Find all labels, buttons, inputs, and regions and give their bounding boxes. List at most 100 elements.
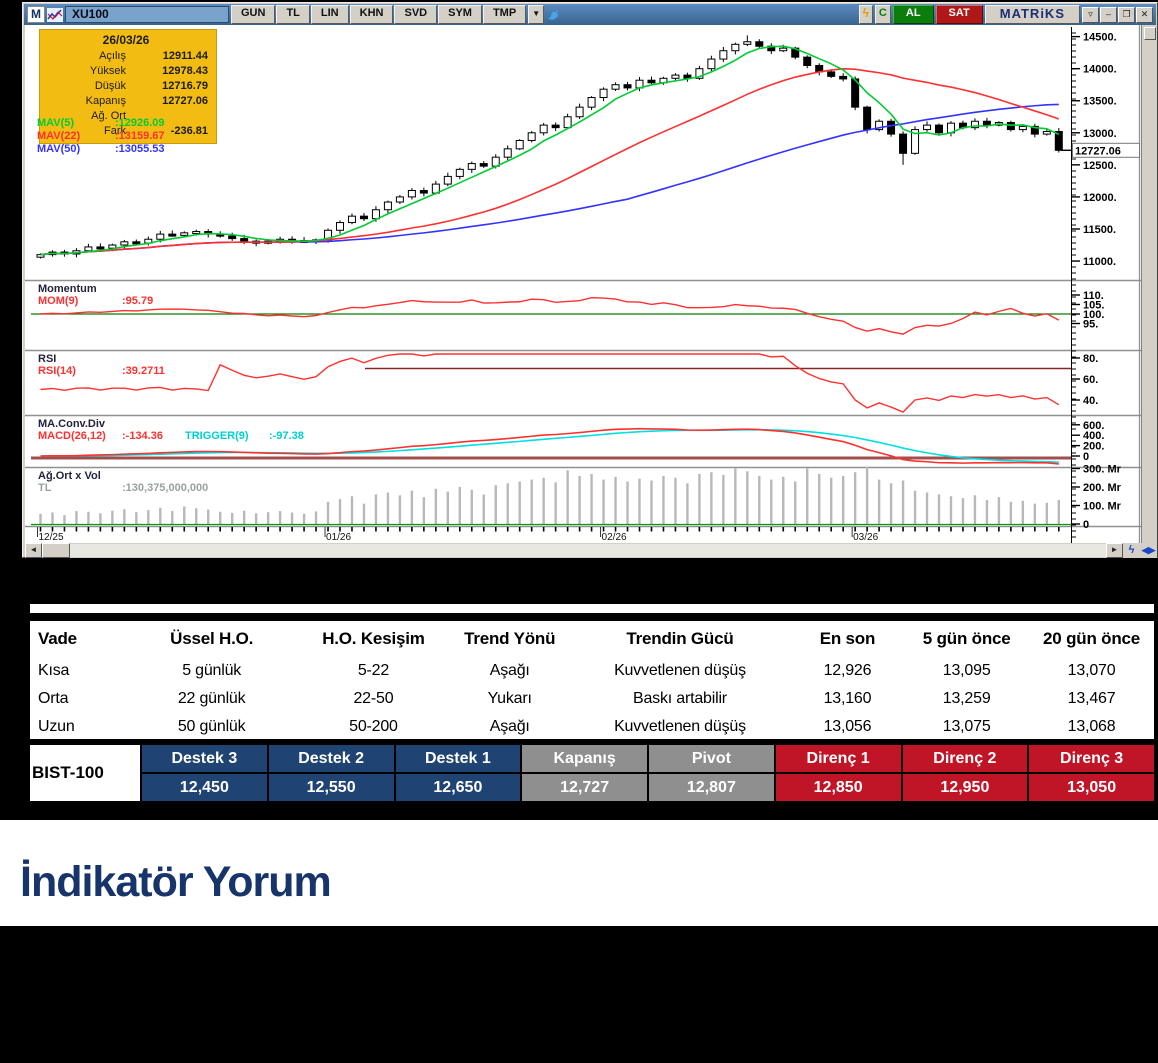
mode-button-khn[interactable]: KHN: [349, 5, 394, 24]
svg-text:100. Mr: 100. Mr: [1083, 501, 1122, 513]
vertical-scrollbar[interactable]: [1141, 25, 1157, 543]
mav-label: MAV(22): [37, 130, 81, 142]
rsi-legend: RSI(14) :39.2711: [38, 365, 165, 377]
table-cell: 13,095: [942, 662, 991, 679]
infobox-row: Yüksek 12978.43: [40, 64, 212, 79]
svg-text:11500.: 11500.: [1083, 224, 1116, 236]
symbol-field[interactable]: XU100: [65, 6, 229, 23]
sell-button[interactable]: SAT: [935, 5, 983, 24]
svg-text:12000.: 12000.: [1083, 192, 1117, 204]
macd-title: MA.Conv.Div: [38, 418, 106, 430]
table-cell: Kısa: [38, 662, 70, 679]
hscroll-track[interactable]: [70, 544, 1106, 557]
horizontal-scrollbar: ◄ ► ϟ ◀▶: [25, 543, 1157, 558]
table-cell: 22-50: [353, 690, 394, 707]
quick-trade-icon[interactable]: ϟ: [858, 5, 873, 24]
infobox-row: Kapanış 12727.06: [40, 94, 212, 109]
pivot-header-4: Kapanış: [522, 745, 647, 772]
column-header: En son: [819, 629, 876, 648]
table-cell: 13,068: [1067, 718, 1116, 735]
pivot-header-7: Direnç 2: [902, 745, 1028, 772]
trigger-legend-label: TRIGGER(9): [184, 430, 249, 442]
infobox-date: 26/03/26: [102, 33, 150, 47]
column-header: Vade: [38, 629, 77, 648]
heading-band: İndikatör Yorum: [0, 820, 1158, 926]
mav-label: MAV(5): [37, 117, 75, 129]
volume-title: Ağ.Ort x Vol: [38, 470, 101, 482]
mode-button-lin[interactable]: LIN: [310, 5, 349, 24]
table-cell: Kuvvetlenen düşüş: [614, 662, 746, 679]
svg-text:0: 0: [1083, 519, 1089, 531]
window-dropdown-icon[interactable]: ▿: [1082, 6, 1099, 23]
macd-legend-label: MACD(26,12): [38, 430, 106, 442]
table-cell: 13,259: [942, 690, 991, 707]
brand-logo: MATRiKS: [984, 5, 1080, 24]
mav-legend: MAV(5):12926.09 MAV(22) :13159.67 MAV(50) :1…: [37, 117, 165, 156]
table-cell: 50-200: [349, 718, 398, 735]
pivot-header-3: Destek 1: [395, 745, 521, 772]
scroll-right-icon[interactable]: ►: [1106, 543, 1123, 558]
mode-button-gun[interactable]: GUN: [231, 5, 276, 24]
infobox-row: Ağ. Ort: [40, 109, 212, 124]
momentum-title: Momentum: [38, 283, 97, 295]
section-heading: İndikatör Yorum: [20, 858, 332, 906]
macd-legend: MACD(26,12) :-134.36 TRIGGER(9) :-97.38: [38, 430, 304, 442]
pivot-value-2: 12,550: [268, 774, 394, 801]
svg-text:11000.: 11000.: [1083, 256, 1116, 268]
table-cell: Orta: [38, 690, 69, 707]
mode-button-tmp[interactable]: TMP: [482, 5, 527, 24]
mav-value: :13159.67: [115, 130, 165, 142]
pivot-header-5: Pivot: [649, 745, 774, 772]
scroll-left-icon[interactable]: ◄: [25, 543, 42, 558]
column-header: Üssel H.O.: [170, 629, 254, 648]
infobox-value: 12911.44: [162, 50, 208, 62]
rsi-legend-value: :39.2711: [122, 365, 165, 377]
mav-value: :13055.53: [115, 143, 165, 155]
minimize-icon[interactable]: –: [1100, 6, 1117, 23]
mode-button-sym[interactable]: SYM: [438, 5, 482, 24]
mav-legend-row: MAV(5):12926.09: [37, 117, 165, 130]
column-header: Trendin Gücü: [626, 629, 734, 648]
ohlc-infobox: 26/03/26 Açılış 12911.44 Yüksek 12978.43 Düş…: [39, 29, 217, 144]
navigate-icon[interactable]: ◀▶: [1141, 545, 1156, 555]
pivot-value-3: 12,650: [395, 774, 521, 801]
close-icon[interactable]: ✕: [1136, 6, 1153, 23]
separator-strip: [30, 604, 1154, 613]
table-cell: 22 günlük: [177, 690, 246, 707]
table-cell: Baskı artabilir: [633, 690, 727, 707]
refresh-icon[interactable]: C: [874, 5, 891, 24]
infobox-label: Ağ. Ort: [91, 110, 126, 122]
svg-text:80.: 80.: [1083, 353, 1098, 365]
infobox-label: Fark: [104, 125, 126, 137]
table-cell: Yukarı: [487, 690, 532, 707]
table-cell: 5 günlük: [182, 662, 242, 679]
pivot-value-8: 13,050: [1029, 774, 1154, 801]
chevron-down-icon[interactable]: ▼: [528, 5, 545, 24]
mav-legend-row: MAV(50) :13055.53: [37, 143, 165, 156]
mode-button-tl[interactable]: TL: [276, 5, 310, 24]
twitter-icon[interactable]: [546, 8, 562, 22]
svg-text:0: 0: [1083, 451, 1089, 463]
infobox-row: Düşük 12716.79: [40, 79, 212, 94]
quick-jump-icon[interactable]: ϟ: [1128, 544, 1135, 556]
svg-text:200. Mr: 200. Mr: [1083, 482, 1122, 494]
table-cell: 13,070: [1067, 662, 1116, 679]
svg-text:40.: 40.: [1083, 395, 1098, 407]
svg-text:14500.: 14500.: [1083, 32, 1117, 44]
trigger-legend-value: :-97.38: [268, 430, 304, 442]
chart-window: M XU100 GUN TL LIN KHN SVD SYM TMP ▼ ϟ C AL SA…: [22, 2, 1158, 558]
vscroll-thumb[interactable]: [1144, 27, 1156, 40]
buy-button[interactable]: AL: [892, 5, 934, 24]
hscroll-thumb[interactable]: [42, 543, 70, 558]
table-cell: 13,467: [1067, 690, 1116, 707]
svg-text:400.: 400.: [1083, 430, 1104, 442]
momentum-legend-label: MOM(9): [38, 295, 79, 307]
pivot-header-6: Direnç 1: [775, 745, 901, 772]
pivot-value-1: 12,450: [142, 774, 267, 801]
chart-type-icon[interactable]: [47, 7, 63, 22]
mode-button-svd[interactable]: SVD: [394, 5, 438, 24]
table-cell: Kuvvetlenen düşüş: [614, 718, 746, 735]
mav-label: MAV(50): [37, 143, 81, 155]
restore-icon[interactable]: ❐: [1118, 6, 1135, 23]
